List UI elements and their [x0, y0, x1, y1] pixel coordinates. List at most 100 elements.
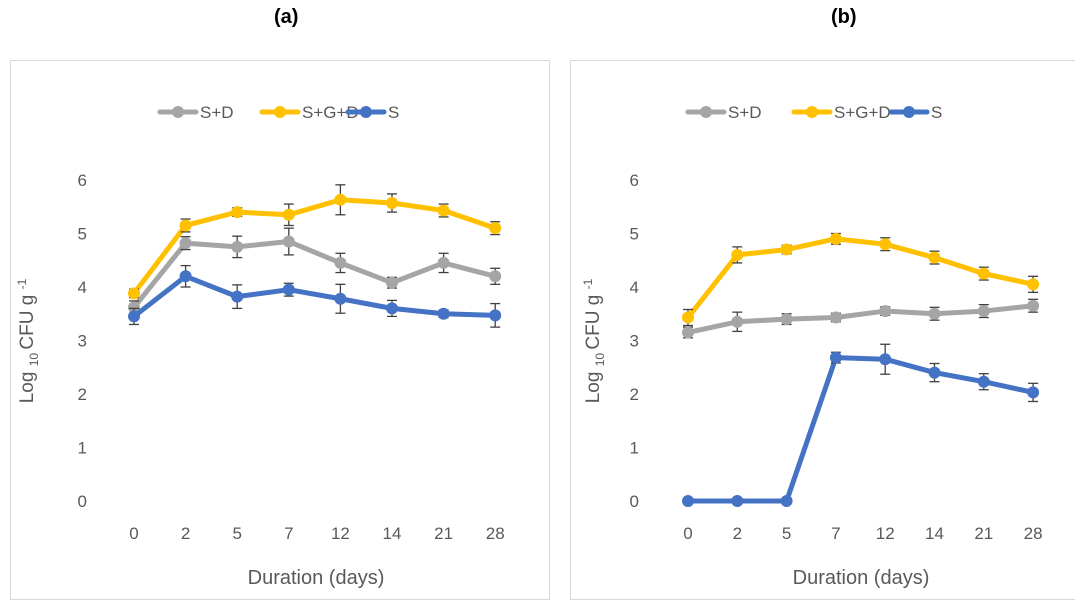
chart-a-data-point-s	[334, 292, 347, 305]
chart-b-data-point-s-d	[879, 305, 892, 318]
chart-b-data-point-s-d	[780, 313, 793, 326]
chart-a-data-point-s-g-d	[231, 206, 244, 219]
chart-a-xtick-label: 28	[486, 524, 505, 543]
chart-b-legend-marker-s	[903, 106, 915, 118]
chart-b-xtick-label: 0	[683, 524, 692, 543]
chart-b-data-point-s-d	[731, 315, 744, 328]
chart-b-xtick-label: 5	[782, 524, 791, 543]
chart-a-xaxis-label: Duration (days)	[248, 567, 385, 589]
chart-b-xtick-label: 12	[876, 524, 895, 543]
chart-b-ytick-label: 3	[630, 332, 639, 351]
chart-a-ytick-label: 6	[78, 171, 87, 190]
chart-b-data-point-s-d	[977, 305, 990, 318]
chart-b-data-point-s	[829, 351, 842, 364]
chart-a-legend-marker-s	[360, 106, 372, 118]
chart-a-xtick-label: 14	[383, 524, 402, 543]
chart-b-data-point-s	[731, 495, 744, 507]
chart-b-data-point-s-g-d	[879, 238, 892, 251]
chart-a-data-point-s	[386, 302, 398, 315]
chart-a-data-point-s	[179, 270, 192, 283]
chart-a-data-point-s-d	[489, 270, 502, 283]
chart-b-yaxis-label: Log 10 CFU g -1	[581, 278, 607, 403]
chart-b-data-point-s	[682, 495, 694, 507]
chart-a-yaxis-label: Log 10 CFU g -1	[15, 278, 41, 403]
chart-b-xtick-label: 28	[1024, 524, 1043, 543]
chart-b-legend-marker-s-d	[700, 106, 712, 118]
chart-b-legend-label-s-g-d: S+G+D	[834, 103, 891, 122]
chart-b-data-point-s-g-d	[731, 248, 744, 261]
chart-a-data-point-s	[489, 309, 502, 322]
chart-a-data-point-s-g-d	[386, 197, 398, 210]
chart-a-xtick-label: 21	[434, 524, 453, 543]
chart-b-ytick-label: 6	[630, 171, 639, 190]
chart-a-legend-label-s-g-d: S+G+D	[302, 103, 359, 122]
chart-a-ytick-label: 5	[78, 225, 87, 244]
chart-b-data-point-s-d	[829, 311, 842, 324]
chart-b-data-point-s	[780, 495, 793, 507]
chart-b-ytick-label: 4	[630, 278, 639, 297]
chart-b-data-point-s	[928, 366, 941, 379]
chart-b-data-point-s-d	[682, 326, 694, 339]
chart-a-data-point-s-d	[231, 240, 244, 253]
chart-b-ytick-label: 0	[630, 492, 639, 511]
chart-b-xtick-label: 21	[974, 524, 993, 543]
chart-b-series-line-s-g-d	[685, 236, 1036, 320]
chart-a-data-point-s-g-d	[128, 287, 140, 300]
chart-b-legend-marker-s-g-d	[806, 106, 818, 118]
chart-b-data-point-s-g-d	[928, 251, 941, 264]
chart-panel-a: 0 1 2 3 4 5 6 0 2 5 7 12 14 21 28 Duration (days) Log 10…	[10, 60, 550, 600]
chart-a-legend-marker-s-g-d	[274, 106, 286, 118]
chart-a-data-point-s-g-d	[437, 204, 450, 217]
chart-b-xtick-label: 14	[925, 524, 944, 543]
chart-b-data-point-s	[1027, 386, 1040, 399]
panel-b-letter: (b)	[831, 6, 857, 28]
chart-a-legend-label-s: S	[388, 103, 399, 122]
chart-a-xtick-label: 12	[331, 524, 350, 543]
chart-b-ytick-label: 1	[630, 439, 639, 458]
chart-a-data-point-s-d	[179, 237, 192, 250]
chart-panel-b: 0 1 2 3 4 5 6 0 2 5 7 12 14 21 28 Duration (days) Log 10…	[570, 60, 1075, 600]
chart-b-data-point-s-g-d	[780, 243, 793, 256]
chart-a-data-point-s-d	[386, 276, 398, 289]
chart-a-xtick-label: 0	[129, 524, 138, 543]
chart-b-data-point-s-g-d	[1027, 278, 1040, 291]
chart-a-ytick-label: 0	[78, 492, 87, 511]
chart-a-ytick-label: 2	[78, 385, 87, 404]
chart-a-data-point-s-d	[334, 256, 347, 269]
chart-b-ytick-label: 5	[630, 225, 639, 244]
chart-a-data-point-s	[437, 307, 450, 320]
panel-a-letter: (a)	[274, 6, 299, 28]
chart-b-data-point-s	[977, 375, 990, 388]
chart-b-ytick-label: 2	[630, 385, 639, 404]
chart-b-data-point-s-d	[1027, 299, 1040, 312]
chart-b-legend-label-s-d: S+D	[728, 103, 762, 122]
chart-a-xtick-label: 7	[284, 524, 293, 543]
chart-a-data-point-s-g-d	[282, 208, 295, 221]
chart-a-series-line-s-d	[131, 239, 498, 310]
chart-b-data-point-s-g-d	[829, 232, 842, 245]
chart-a-ytick-label: 1	[78, 439, 87, 458]
chart-a-ytick-label: 3	[78, 332, 87, 351]
chart-b-data-point-s-d	[928, 307, 941, 320]
chart-a-xtick-label: 2	[181, 524, 190, 543]
chart-a-legend-marker-s-d	[172, 106, 184, 118]
chart-b-series-line-s	[685, 355, 1036, 504]
chart-a-data-point-s	[282, 283, 295, 296]
chart-a-xtick-label: 5	[232, 524, 241, 543]
chart-b-xtick-label: 7	[831, 524, 840, 543]
chart-a-data-point-s-g-d	[489, 222, 502, 235]
chart-a-data-point-s-g-d	[179, 219, 192, 232]
chart-a-series-line-s	[131, 273, 498, 319]
chart-a-data-point-s	[128, 310, 140, 323]
chart-a-ytick-label: 4	[78, 278, 87, 297]
chart-a-data-point-s-d	[128, 301, 140, 314]
chart-b-series-line-s-d	[685, 303, 1036, 335]
chart-a-data-point-s-g-d	[334, 193, 347, 206]
chart-b-xtick-label: 2	[733, 524, 742, 543]
chart-a-data-point-s-d	[282, 235, 295, 248]
chart-b-data-point-s	[879, 353, 892, 366]
chart-a-data-point-s	[231, 290, 244, 303]
chart-a-data-point-s-d	[437, 256, 450, 269]
chart-b-xaxis-label: Duration (days)	[793, 567, 930, 589]
